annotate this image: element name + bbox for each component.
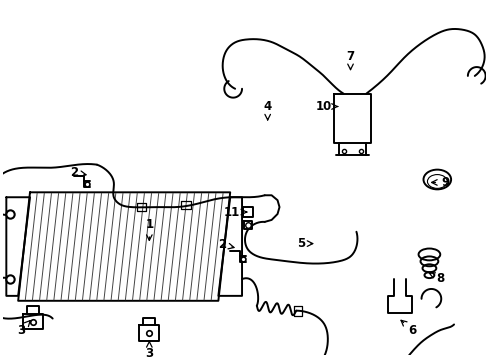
Text: 5: 5 (297, 237, 312, 250)
Text: 10: 10 (315, 100, 337, 113)
Text: 2: 2 (218, 238, 234, 251)
Text: 4: 4 (263, 100, 271, 120)
Text: 8: 8 (428, 271, 444, 285)
Text: 6: 6 (400, 320, 416, 337)
Text: 7: 7 (346, 50, 354, 69)
Text: 11: 11 (224, 206, 246, 219)
Text: 1: 1 (145, 219, 153, 240)
Text: 9: 9 (431, 176, 448, 189)
Text: 3: 3 (145, 341, 153, 360)
Text: 3: 3 (17, 320, 30, 337)
Text: 2: 2 (70, 166, 86, 179)
